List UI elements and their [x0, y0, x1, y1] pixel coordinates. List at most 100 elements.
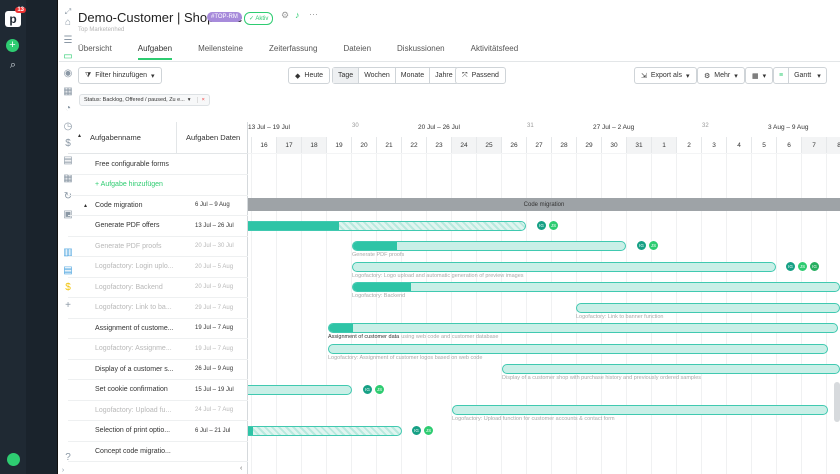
task-row[interactable]: Display of a customer s... 26 Jul – 9 Aug: [68, 359, 248, 379]
dollar-icon[interactable]: $: [65, 137, 71, 149]
assignee-avatar[interactable]: IG: [536, 219, 547, 231]
view-switcher: ≡ Gantt ▾: [773, 67, 827, 84]
pie-chart-icon[interactable]: ◔: [64, 102, 72, 114]
assignee-avatar[interactable]: IG: [809, 260, 820, 272]
task-row[interactable]: Logofactory: Upload fu... 24 Jul – 7 Aug: [68, 400, 248, 420]
assignee-avatar[interactable]: JS: [374, 383, 385, 395]
clock-icon[interactable]: ◷: [63, 120, 73, 132]
day-header: 26: [501, 137, 526, 153]
task-row[interactable]: Logofactory: Link to ba... 29 Jul – 7 Aug: [68, 298, 248, 318]
refresh-icon[interactable]: ↻: [63, 190, 73, 202]
task-bar[interactable]: [328, 323, 838, 333]
add-task-button[interactable]: + Aufgabe hinzufügen: [68, 175, 248, 195]
box-icon[interactable]: ▣: [63, 208, 73, 220]
add-filter-button[interactable]: ⧩ Filter hinzufügen ▾: [78, 67, 162, 84]
scale-days[interactable]: Tage: [333, 68, 360, 83]
people-icon[interactable]: ◉: [63, 67, 73, 79]
task-row[interactable]: Logofactory: Login uplo... 20 Jul – 5 Aug: [68, 257, 248, 277]
search-icon[interactable]: ⌕: [9, 58, 17, 71]
assignee-avatar[interactable]: IG: [636, 240, 647, 251]
finance-icon[interactable]: $: [65, 281, 71, 293]
task-bar[interactable]: [248, 220, 526, 231]
task-bar[interactable]: [248, 384, 352, 395]
assignee-avatar[interactable]: JS: [548, 219, 559, 231]
gantt-icon[interactable]: ≡: [774, 68, 790, 83]
view-select[interactable]: Gantt ▾: [789, 68, 826, 83]
task-row[interactable]: Generate PDF offers 13 Jul – 26 Jul: [68, 216, 248, 236]
report-icon[interactable]: ▤: [63, 264, 73, 276]
collapse-icon[interactable]: ›: [61, 466, 65, 474]
task-bar[interactable]: [452, 405, 828, 415]
assignee-avatar[interactable]: JS: [648, 240, 659, 251]
week-range-label: 3 Aug – 9 Aug: [768, 124, 809, 131]
tab-tasks[interactable]: Aufgaben: [137, 44, 173, 60]
task-row[interactable]: Free configurable forms: [68, 154, 248, 174]
document-icon[interactable]: ▤: [63, 154, 73, 166]
column-header-name[interactable]: Aufgabenname: [90, 133, 141, 142]
task-bar[interactable]: [576, 302, 840, 313]
vertical-scrollbar[interactable]: [834, 382, 840, 422]
folder-icon[interactable]: ▭: [63, 50, 73, 62]
expand-icon[interactable]: ⤢: [64, 7, 72, 16]
tab-milestones[interactable]: Meilensteine: [198, 44, 243, 53]
assignee-avatar[interactable]: JS: [797, 260, 808, 272]
calendar-icon[interactable]: ▦: [63, 85, 73, 97]
close-icon[interactable]: ×: [196, 97, 205, 103]
tab-overview[interactable]: Übersicht: [78, 44, 112, 53]
tab-files[interactable]: Dateien: [343, 44, 372, 53]
assignee-avatar[interactable]: JS: [423, 424, 434, 436]
task-row[interactable]: Generate PDF proofs 20 Jul – 30 Jul: [68, 236, 248, 256]
create-icon[interactable]: +: [6, 39, 19, 52]
task-row[interactable]: Concept code migratio...: [68, 441, 248, 461]
assignee-avatar[interactable]: IG: [785, 260, 796, 272]
scale-years[interactable]: Jahre: [435, 72, 453, 79]
scroll-left-icon[interactable]: ‹: [240, 465, 243, 472]
more-icon[interactable]: ···: [309, 9, 318, 19]
help-icon[interactable]: ?: [65, 451, 71, 463]
home-icon[interactable]: ⌂: [64, 16, 72, 28]
task-row[interactable]: ▴ Code migration 6 Jul – 9 Aug: [68, 195, 248, 215]
fit-button[interactable]: ⤧ Passend: [455, 67, 506, 84]
tab-time-tracking[interactable]: Zeiterfassung: [268, 44, 318, 53]
summary-bar-code-migration[interactable]: Code migration: [248, 198, 840, 211]
task-bar-label: Logofactory: Backend: [352, 293, 406, 299]
task-bar[interactable]: [352, 241, 626, 251]
status-badge[interactable]: ✓ Aktiv: [244, 12, 274, 25]
filter-chip[interactable]: Status: Backlog, Offered / paused, Zu e.…: [79, 94, 210, 106]
more-button[interactable]: ⚙ Mehr ▾: [697, 67, 745, 84]
gear-icon[interactable]: ⚙: [281, 10, 290, 20]
project-tabs: Übersicht Aufgaben Meilensteine Zeiterfa…: [78, 44, 544, 60]
task-row[interactable]: Logofactory: Backend 20 Jul – 9 Aug: [68, 277, 248, 297]
task-bar[interactable]: [502, 364, 840, 374]
collapse-group-icon[interactable]: ▴: [84, 202, 88, 209]
task-bar[interactable]: [248, 425, 402, 436]
bell-icon[interactable]: ♪: [295, 10, 300, 20]
task-bar[interactable]: [352, 282, 840, 292]
task-row[interactable]: Selection of print optio... 6 Jul – 21 Ju…: [68, 421, 248, 441]
task-row[interactable]: Set cookie confirmation 15 Jul – 19 Jul: [68, 380, 248, 400]
task-bar[interactable]: [328, 343, 828, 354]
today-button[interactable]: ◆ Heute: [288, 67, 331, 84]
task-bar[interactable]: [352, 261, 776, 272]
assignee-avatar[interactable]: IG: [411, 424, 422, 436]
column-header-dates[interactable]: Aufgaben Daten: [186, 133, 241, 142]
collapse-all-icon[interactable]: ▴: [78, 133, 82, 139]
grid-icon[interactable]: ▦: [63, 172, 73, 184]
tab-discussions[interactable]: Diskussionen: [397, 44, 445, 53]
add-icon[interactable]: +: [65, 299, 71, 311]
task-row[interactable]: Logofactory: Assignme... 19 Jul – 7 Aug: [68, 339, 248, 359]
task-row[interactable]: Assignment of custome... 19 Jul – 7 Aug: [68, 318, 248, 338]
user-avatar[interactable]: [6, 452, 20, 466]
scale-months[interactable]: Monate: [396, 68, 431, 83]
app-logo[interactable]: p 13: [5, 7, 26, 27]
chart-icon[interactable]: ▥: [63, 246, 73, 258]
day-header: 6: [776, 137, 801, 153]
scale-weeks[interactable]: Wochen: [359, 68, 396, 83]
tab-activity-feed[interactable]: Aktivitätsfeed: [470, 44, 519, 53]
export-button[interactable]: ⇲ Export als ▾: [634, 67, 697, 84]
more-label: Mehr: [714, 72, 731, 79]
list-icon[interactable]: ☰: [63, 34, 73, 46]
columns-button[interactable]: ▦ ▾: [745, 67, 774, 84]
assignee-avatar[interactable]: IG: [362, 383, 373, 395]
